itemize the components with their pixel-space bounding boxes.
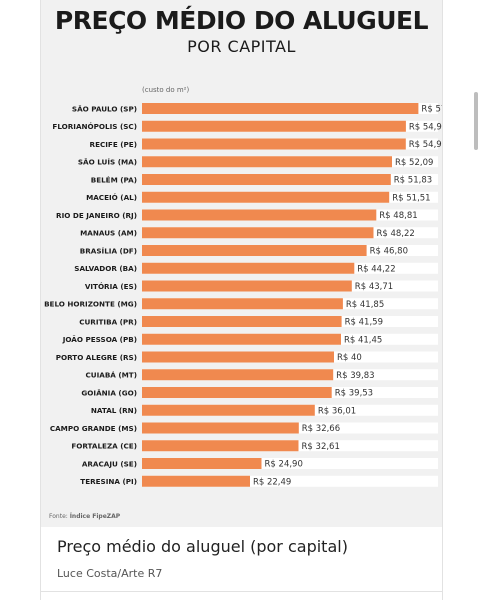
bar xyxy=(142,422,299,434)
category-label: SÃO PAULO (SP) xyxy=(72,104,137,113)
value-label: R$ 43,71 xyxy=(355,282,393,292)
category-label: RECIFE (PE) xyxy=(90,140,137,149)
value-label: R$ 40 xyxy=(337,353,362,363)
value-label: R$ 36,01 xyxy=(318,406,356,416)
bar xyxy=(142,458,262,469)
value-label: R$ 41,45 xyxy=(344,335,382,345)
article-figure-card: PREÇO MÉDIO DO ALUGUEL POR CAPITAL (cust… xyxy=(40,0,443,600)
value-label: R$ 48,22 xyxy=(376,229,414,239)
chart-title: PREÇO MÉDIO DO ALUGUEL xyxy=(54,6,429,35)
bar-chart: SÃO PAULO (SP) R$ 57,59 FLORIANÓPOLIS (SC)… xyxy=(44,103,442,487)
unit-note: (custo do m²) xyxy=(142,86,190,94)
source-note: Fonte: Índice FipeZAP xyxy=(49,513,120,520)
card-divider xyxy=(41,591,442,592)
bar-track xyxy=(142,458,438,469)
bar xyxy=(142,103,419,114)
value-label: R$ 32,66 xyxy=(302,424,340,434)
value-label: R$ 44,22 xyxy=(357,264,395,274)
value-label: R$ 51,83 xyxy=(394,176,432,186)
scrollbar-thumb[interactable] xyxy=(474,92,478,150)
bar xyxy=(142,333,341,345)
value-label: R$ 52,09 xyxy=(395,158,433,168)
bar xyxy=(142,138,406,150)
source-label: Fonte: xyxy=(49,513,70,520)
category-label: PORTO ALEGRE (RS) xyxy=(56,353,137,362)
value-label: R$ 48,81 xyxy=(379,211,417,221)
category-label: SÃO LUÍS (MA) xyxy=(78,158,137,167)
category-label: NATAL (RN) xyxy=(91,406,137,415)
category-label: JOÃO PESSOA (PB) xyxy=(62,335,137,344)
bar xyxy=(142,298,343,310)
value-label: R$ 57,59 xyxy=(421,105,442,115)
category-label: GOIÂNIA (GO) xyxy=(81,388,137,397)
figure-caption: Preço médio do aluguel (por capital) xyxy=(57,537,348,556)
bar xyxy=(142,262,355,274)
bar xyxy=(142,351,334,363)
category-label: VITÓRIA (ES) xyxy=(85,282,137,291)
category-label: CURITIBA (PR) xyxy=(79,317,137,326)
source-name: Índice FipeZAP xyxy=(69,513,121,520)
bar xyxy=(142,156,392,168)
value-label: R$ 24,90 xyxy=(265,460,303,470)
value-label: R$ 54,97 xyxy=(409,122,442,132)
bar xyxy=(142,404,315,416)
category-label: CAMPO GRANDE (MS) xyxy=(50,424,137,433)
value-label: R$ 22,49 xyxy=(253,477,291,487)
category-label: FORTALEZA (CE) xyxy=(71,442,137,451)
value-label: R$ 39,53 xyxy=(335,389,373,399)
bar xyxy=(142,475,250,487)
category-label: MACEIÓ (AL) xyxy=(86,193,137,202)
value-label: R$ 41,85 xyxy=(346,300,384,310)
value-label: R$ 32,61 xyxy=(302,442,340,452)
category-label: RIO DE JANEIRO (RJ) xyxy=(56,211,137,220)
chart-subtitle: POR CAPITAL xyxy=(187,37,296,56)
figure-credit: Luce Costa/Arte R7 xyxy=(57,567,163,580)
category-label: TERESINA (PI) xyxy=(80,477,137,486)
value-label: R$ 46,80 xyxy=(370,247,408,257)
bar xyxy=(142,387,332,398)
value-label: R$ 51,51 xyxy=(392,193,430,203)
chart-figure: PREÇO MÉDIO DO ALUGUEL POR CAPITAL (cust… xyxy=(41,0,442,527)
bar xyxy=(142,280,352,292)
bar xyxy=(142,440,299,452)
category-label: BRASÍLIA (DF) xyxy=(80,246,137,255)
category-label: MANAUS (AM) xyxy=(80,229,137,238)
category-label: BELÉM (PA) xyxy=(91,175,137,184)
value-label: R$ 39,83 xyxy=(336,371,374,381)
category-label: FLORIANÓPOLIS (SC) xyxy=(52,122,137,131)
category-label: SALVADOR (BA) xyxy=(74,264,137,273)
bar xyxy=(142,174,391,185)
bar xyxy=(142,209,377,221)
bar xyxy=(142,227,374,239)
value-label: R$ 41,59 xyxy=(345,318,383,328)
bar xyxy=(142,120,406,132)
category-label: CUIABÁ (MT) xyxy=(85,371,137,380)
category-label: BELO HORIZONTE (MG) xyxy=(44,300,137,309)
bar-track xyxy=(142,475,438,487)
bar xyxy=(142,191,390,203)
value-label: R$ 54,95 xyxy=(409,140,442,150)
category-label: ARACAJU (SE) xyxy=(82,459,137,468)
bar xyxy=(142,369,334,381)
bar xyxy=(142,316,342,327)
bar xyxy=(142,245,367,256)
